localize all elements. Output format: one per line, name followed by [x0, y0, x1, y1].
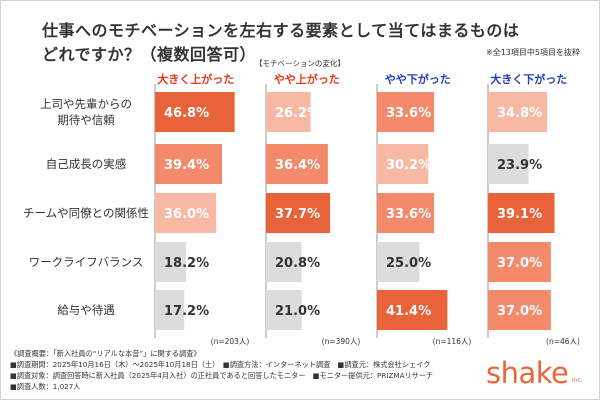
- sample-size-2: (n=116人): [433, 337, 472, 346]
- value-label-3-2: 39.1%: [497, 207, 542, 222]
- value-label-2-2: 33.6%: [386, 207, 431, 222]
- shake-logo: shake: [486, 356, 569, 390]
- column-header-3: 大きく下がった: [490, 73, 568, 86]
- bar-0-3: [155, 242, 186, 282]
- bar-0-1: [155, 144, 222, 184]
- chart-title-line2: どれですか？（複数回答可）: [42, 45, 257, 64]
- value-label-0-4: 17.2%: [164, 304, 209, 319]
- footer-survey-count: ■調査人数：1,027人: [10, 382, 81, 391]
- value-label-0-0: 46.8%: [164, 106, 209, 121]
- column-header-2: やや下がった: [384, 73, 451, 86]
- row-label-line: 期待や信頼: [57, 113, 115, 127]
- row-label-line: 自己成長の実感: [45, 157, 127, 171]
- value-label-2-4: 41.4%: [386, 304, 431, 319]
- value-label-3-1: 23.9%: [497, 158, 542, 173]
- value-label-1-0: 26.2%: [275, 106, 320, 121]
- note-text: ※全13項目中5項目を抜粋: [486, 48, 580, 57]
- sample-size-1: (n=390人): [322, 337, 361, 346]
- value-label-1-4: 21.0%: [275, 304, 320, 319]
- value-label-0-3: 18.2%: [164, 256, 209, 271]
- sample-size-3: (n=46人): [546, 337, 580, 346]
- value-label-1-2: 37.7%: [275, 207, 320, 222]
- shake-logo-suffix: inc.: [572, 377, 583, 384]
- footer-survey-period: ■調査期間：2025年10月16日（木）～2025年10月18日（土） ■調査方…: [10, 360, 431, 369]
- bar-2-4: [377, 290, 448, 330]
- bar-3-2: [488, 193, 555, 233]
- chart-title-line1: 仕事へのモチベーションを左右する要素として当てはまるものは: [42, 21, 520, 40]
- bar-1-4: [266, 290, 302, 330]
- value-label-2-1: 30.2%: [386, 158, 431, 173]
- bar-0-0: [155, 92, 235, 132]
- footer-survey-target: ■調査対象：調査回答時に新入社員（2025年4月入社）の正社員であると回答したモ…: [10, 371, 434, 380]
- bar-1-2: [266, 193, 331, 233]
- row-label-line: ワークライフバランス: [28, 255, 144, 269]
- column-header-1: やや上がった: [273, 73, 340, 86]
- value-label-2-0: 33.6%: [386, 106, 431, 121]
- bar-3-3: [488, 242, 551, 282]
- bar-2-2: [377, 193, 435, 233]
- bar-2-3: [377, 242, 420, 282]
- value-label-2-3: 25.0%: [386, 256, 431, 271]
- row-label-line: チームや同僚との関係性: [22, 206, 150, 220]
- bar-0-2: [155, 193, 217, 233]
- sample-size-0: (n=203人): [211, 337, 250, 346]
- bar-0-4: [155, 290, 185, 330]
- row-label-2: チームや同僚との関係性: [18, 205, 154, 221]
- legend-title: 【モチベーションの変化】: [255, 59, 345, 68]
- column-header-0: 大きく上がった: [157, 73, 235, 86]
- bar-3-4: [488, 290, 551, 330]
- value-label-3-0: 34.8%: [497, 106, 542, 121]
- value-label-1-3: 20.8%: [275, 256, 320, 271]
- bar-2-1: [377, 144, 429, 184]
- value-label-3-4: 37.0%: [497, 304, 542, 319]
- row-label-line: 給与や待遇: [57, 303, 115, 317]
- bar-1-1: [266, 144, 328, 184]
- value-label-1-1: 36.4%: [275, 158, 320, 173]
- value-label-3-3: 37.0%: [497, 256, 542, 271]
- bar-3-0: [488, 92, 548, 132]
- row-label-0: 上司や先輩からの 期待や信頼: [18, 96, 154, 128]
- bar-1-3: [266, 242, 302, 282]
- row-label-line: 上司や先輩からの: [40, 97, 132, 111]
- row-label-1: 自己成長の実感: [18, 156, 154, 172]
- bar-3-1: [488, 144, 529, 184]
- value-label-0-2: 36.0%: [164, 207, 209, 222]
- bar-2-0: [377, 92, 435, 132]
- footer-survey-title: 《調査概要：「新入社員の“リアルな本音”」に関する調査》: [10, 349, 201, 358]
- value-label-0-1: 39.4%: [164, 158, 209, 173]
- row-label-4: 給与や待遇: [18, 302, 154, 318]
- row-label-3: ワークライフバランス: [18, 254, 154, 270]
- bar-1-0: [266, 92, 311, 132]
